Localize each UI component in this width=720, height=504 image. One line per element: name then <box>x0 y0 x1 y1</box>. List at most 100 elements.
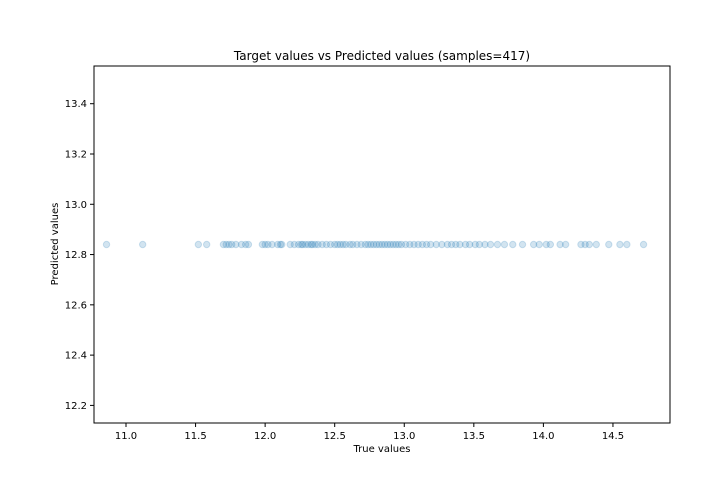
data-point <box>422 240 431 249</box>
y-tick-label: 13.2 <box>65 149 87 160</box>
data-point <box>418 240 427 249</box>
data-point <box>461 240 470 249</box>
data-point <box>481 240 489 249</box>
x-axis-ticks: 11.0 11.5 12.0 12.5 13.0 13.5 14.0 14.5 <box>115 423 624 442</box>
data-point <box>311 240 319 249</box>
data-point <box>389 240 397 249</box>
plot-area-frame <box>93 65 671 424</box>
data-point <box>372 240 381 249</box>
data-point <box>529 240 538 249</box>
x-tick-label: 11.5 <box>184 431 206 442</box>
data-point <box>452 240 460 249</box>
data-point <box>353 240 361 249</box>
data-point <box>276 240 285 249</box>
data-point <box>349 240 357 249</box>
data-point <box>447 240 456 249</box>
data-point <box>290 240 299 249</box>
data-point <box>222 240 230 249</box>
data-point <box>585 240 594 249</box>
data-point <box>258 240 267 249</box>
y-axis-label: Predicted values <box>50 203 61 286</box>
x-axis-label: True values <box>353 444 411 455</box>
x-tick-label: 12.5 <box>324 431 346 442</box>
data-point <box>443 240 452 249</box>
data-point <box>378 240 386 249</box>
data-point <box>381 240 389 249</box>
data-point <box>330 240 339 249</box>
data-point <box>623 240 631 249</box>
data-point <box>367 240 375 249</box>
data-point <box>138 240 147 249</box>
data-point <box>273 240 282 249</box>
y-tick-label: 12.2 <box>65 401 87 412</box>
data-point <box>577 240 585 249</box>
x-tick-label: 14.0 <box>532 431 554 442</box>
x-tick-label: 11.0 <box>115 431 137 442</box>
data-point <box>102 240 111 249</box>
data-point <box>318 240 326 249</box>
data-point <box>298 240 307 249</box>
data-point <box>342 240 350 249</box>
data-point <box>556 240 564 249</box>
data-point <box>401 240 410 249</box>
data-point <box>561 240 570 249</box>
x-tick-label: 14.5 <box>602 431 624 442</box>
data-point <box>475 240 484 249</box>
data-point <box>244 240 253 249</box>
data-point <box>346 240 354 249</box>
data-point <box>304 240 312 249</box>
data-point <box>307 240 315 249</box>
data-point <box>493 240 502 249</box>
data-point <box>410 240 418 249</box>
data-point <box>375 240 383 249</box>
data-point <box>322 240 331 249</box>
data-point <box>369 240 378 249</box>
data-point <box>261 240 269 249</box>
data-point <box>471 240 479 249</box>
data-point <box>546 240 555 249</box>
data-point <box>237 240 246 249</box>
y-axis-ticks: 12.2 12.4 12.6 12.8 13.0 13.2 13.4 <box>65 99 94 412</box>
data-point <box>268 240 276 249</box>
y-tick-label: 12.4 <box>65 351 87 362</box>
data-point <box>392 240 400 249</box>
data-point <box>616 240 624 249</box>
y-tick-label: 13.4 <box>65 99 87 110</box>
data-point <box>592 240 600 249</box>
data-point <box>438 240 446 249</box>
data-point <box>314 240 322 249</box>
x-tick-label: 13.5 <box>463 431 485 442</box>
data-point <box>639 240 648 249</box>
data-point <box>406 240 414 249</box>
data-point <box>542 240 550 249</box>
chart-title: Target values vs Predicted values (sampl… <box>233 49 530 63</box>
data-point <box>225 240 233 249</box>
x-tick-label: 13.0 <box>393 431 415 442</box>
data-point <box>339 240 347 249</box>
data-point <box>605 240 613 249</box>
data-point <box>297 240 306 249</box>
data-point <box>500 240 509 249</box>
data-point <box>241 240 250 249</box>
data-point <box>232 240 240 249</box>
data-point <box>426 240 435 249</box>
y-tick-label: 12.8 <box>65 250 87 261</box>
data-point <box>364 240 372 249</box>
data-point <box>361 240 370 249</box>
data-point <box>509 240 517 249</box>
data-point <box>301 240 310 249</box>
data-point <box>535 240 543 249</box>
y-tick-label: 13.0 <box>65 200 87 211</box>
data-point <box>202 240 211 249</box>
data-point <box>386 240 395 249</box>
data-point <box>326 240 335 249</box>
data-point <box>383 240 392 249</box>
data-point <box>294 240 303 249</box>
data-point <box>264 240 272 249</box>
data-point <box>219 240 228 249</box>
data-point <box>336 240 344 249</box>
data-point <box>278 240 286 249</box>
data-point <box>486 240 495 249</box>
data-point <box>308 240 317 249</box>
